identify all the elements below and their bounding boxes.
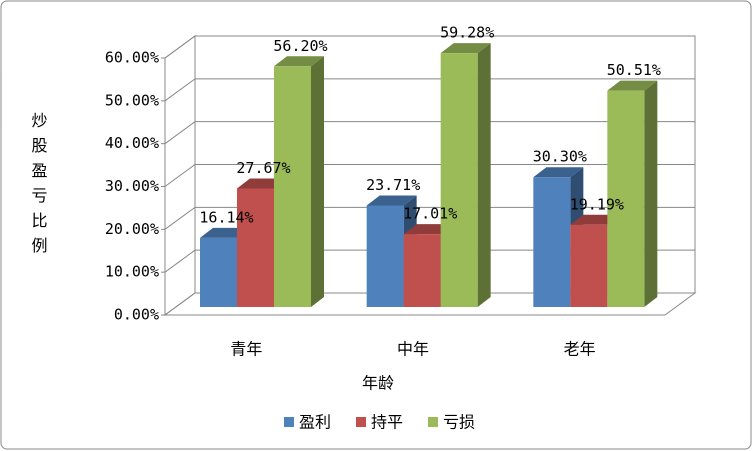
y-tick-label: 10.00% [105,263,159,281]
grid-line [164,121,695,145]
bar-face [366,205,404,307]
legend-swatch [428,417,438,427]
legend-label: 亏损 [443,413,475,432]
value-label: 23.71% [366,176,420,194]
bar-face [570,224,608,307]
y-tick-label: 60.00% [105,49,159,67]
legend-swatch [356,417,366,427]
value-label: 17.01% [403,205,457,223]
value-label: 50.51% [607,61,661,79]
grid-line [164,78,695,102]
value-label: 59.28% [440,24,494,42]
bar-face [311,56,324,307]
grid-line [164,206,695,230]
legend-swatch [284,417,294,427]
value-label: 27.67% [236,159,290,177]
x-tick-label: 青年 [230,340,262,359]
legend-label: 盈利 [299,413,331,432]
value-label: 30.30% [533,148,587,166]
y-tick-label: 50.00% [105,91,159,109]
bar-face [200,237,237,307]
x-tick-label: 中年 [397,340,429,359]
bar-face [366,195,417,206]
bar-face [440,43,491,54]
bar-face [533,177,571,307]
bar-face [644,80,658,307]
bar-face [440,53,478,307]
grid-line [164,164,695,187]
bar [274,56,324,307]
value-label: 56.20% [273,37,327,55]
x-axis-title: 年龄 [362,374,394,393]
grid-line [164,292,695,316]
bar-face [274,66,311,307]
bar [607,80,658,307]
y-tick-label: 0.00% [114,306,159,324]
grid-line [164,249,695,273]
bar-face [607,80,658,91]
grid-line [164,35,695,59]
legend-label: 持平 [371,413,403,432]
bar [440,43,491,308]
y-tick-label: 40.00% [105,134,159,152]
bar-face [533,167,584,178]
bar-face [607,90,645,307]
bar-face [403,234,441,307]
bar-face [237,188,274,307]
value-label: 16.14% [199,208,253,226]
x-tick-label: 老年 [564,340,596,359]
value-label: 19.19% [570,195,624,213]
y-tick-label: 20.00% [105,220,159,238]
y-tick-label: 30.00% [105,177,159,195]
y-axis-title: 炒股盈亏比例 [29,112,48,262]
bar-face [274,56,324,67]
bar-face [477,43,491,308]
